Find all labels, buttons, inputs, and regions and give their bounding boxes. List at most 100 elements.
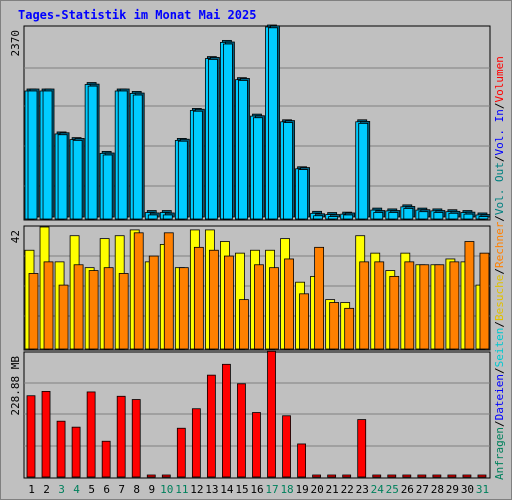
legend-entry: / [493, 367, 506, 374]
legend-entry: Anfragen [493, 427, 506, 480]
x-tick-label: 27 [416, 483, 429, 496]
bar-rechner [133, 232, 144, 350]
legend-entry: / [493, 420, 506, 427]
x-tick-label: 30 [461, 483, 474, 496]
bar-dateien [238, 80, 248, 220]
bar-volumen [447, 474, 457, 478]
bar-rechner [359, 261, 370, 350]
bar-dateien [283, 122, 293, 220]
bar-volumen [327, 474, 337, 478]
bar-dateien [433, 212, 444, 220]
bar-rechner [299, 293, 309, 350]
bar-volumen [71, 426, 81, 478]
bar-volumen [432, 474, 442, 478]
bar-dateien [132, 94, 143, 220]
bar-rechner [284, 258, 294, 350]
bar-rechner [224, 255, 234, 350]
bar-dateien [57, 134, 68, 220]
bar-volumen [357, 419, 367, 478]
x-tick-label: 23 [356, 483, 369, 496]
x-tick-label: 1 [28, 483, 35, 496]
bar-volumen [417, 474, 427, 478]
bar-volumen [116, 395, 126, 478]
legend-entry: Vol. Out [493, 162, 506, 215]
y-max-label: 2370 [9, 30, 22, 57]
x-tick-label: 17 [265, 483, 278, 496]
bar-dateien [223, 43, 233, 220]
legend-entry: / [493, 215, 506, 222]
bar-rechner [449, 261, 460, 350]
bar-volumen [191, 408, 201, 478]
bar-rechner [208, 249, 219, 350]
bar-dateien [328, 216, 339, 220]
x-tick-label: 24 [371, 483, 385, 496]
legend-entry: / [493, 102, 506, 109]
bar-dateien [117, 90, 128, 220]
bar-rechner [419, 264, 430, 350]
bar-dateien [358, 123, 369, 220]
x-tick-label: 13 [205, 483, 218, 496]
bar-rechner [374, 261, 385, 350]
bar-volumen [342, 474, 352, 478]
bar-dateien [192, 110, 203, 220]
bar-volumen [131, 399, 141, 478]
x-tick-label: 15 [235, 483, 248, 496]
y-max-label: 228.88 MB [9, 356, 22, 416]
bar-dateien [147, 214, 158, 220]
bar-dateien [27, 90, 38, 220]
x-tick-label: 8 [133, 483, 140, 496]
bar-rechner [28, 273, 39, 350]
legend-entry: / [493, 268, 506, 275]
bar-rechner [88, 270, 99, 350]
x-tick-label: 7 [118, 483, 125, 496]
bar-dateien [102, 154, 113, 220]
bar-volumen [477, 474, 487, 478]
x-tick-label: 21 [326, 483, 339, 496]
bar-dateien [313, 215, 324, 220]
bar-dateien [478, 216, 489, 220]
bar-rechner [193, 246, 204, 350]
bar-dateien [373, 212, 384, 220]
x-tick-label: 29 [446, 483, 459, 496]
bar-volumen [237, 383, 246, 478]
bar-dateien [343, 214, 354, 220]
legend-entry: / [493, 155, 506, 162]
bar-volumen [252, 412, 261, 478]
x-tick-label: 25 [386, 483, 399, 496]
x-tick-label: 19 [295, 483, 308, 496]
x-tick-label: 5 [88, 483, 95, 496]
y-max-label: 42 [9, 230, 22, 243]
bar-volumen [267, 350, 276, 478]
bar-rechner [148, 255, 159, 350]
bar-dateien [162, 214, 173, 220]
bar-dateien [72, 140, 83, 220]
legend-entry: Besuche [493, 275, 506, 321]
bar-dateien [42, 90, 53, 220]
x-tick-label: 6 [103, 483, 110, 496]
x-tick-label: 14 [220, 483, 234, 496]
legend-entry: Seiten [493, 328, 506, 368]
bar-rechner [329, 302, 340, 350]
x-tick-label: 28 [431, 483, 444, 496]
x-tick-label: 4 [73, 483, 80, 496]
x-tick-label: 12 [190, 483, 203, 496]
x-tick-label: 18 [280, 483, 293, 496]
bar-volumen [161, 474, 171, 478]
legend-entry: / [493, 321, 506, 328]
chart-title: Tages-Statistik im Monat Mai 2025 [18, 8, 257, 22]
x-tick-label: 26 [401, 483, 414, 496]
bar-volumen [387, 474, 397, 478]
bar-dateien [207, 59, 218, 220]
bar-rechner [404, 261, 415, 350]
bar-volumen [402, 474, 412, 478]
bar-dateien [87, 85, 98, 220]
bar-dateien [418, 211, 429, 220]
bar-rechner [254, 264, 264, 350]
bar-dateien [268, 27, 278, 220]
bar-rechner [389, 275, 400, 350]
bar-volumen [56, 420, 66, 478]
bar-rechner [163, 232, 174, 350]
bar-volumen [86, 391, 96, 478]
x-tick-label: 20 [311, 483, 324, 496]
